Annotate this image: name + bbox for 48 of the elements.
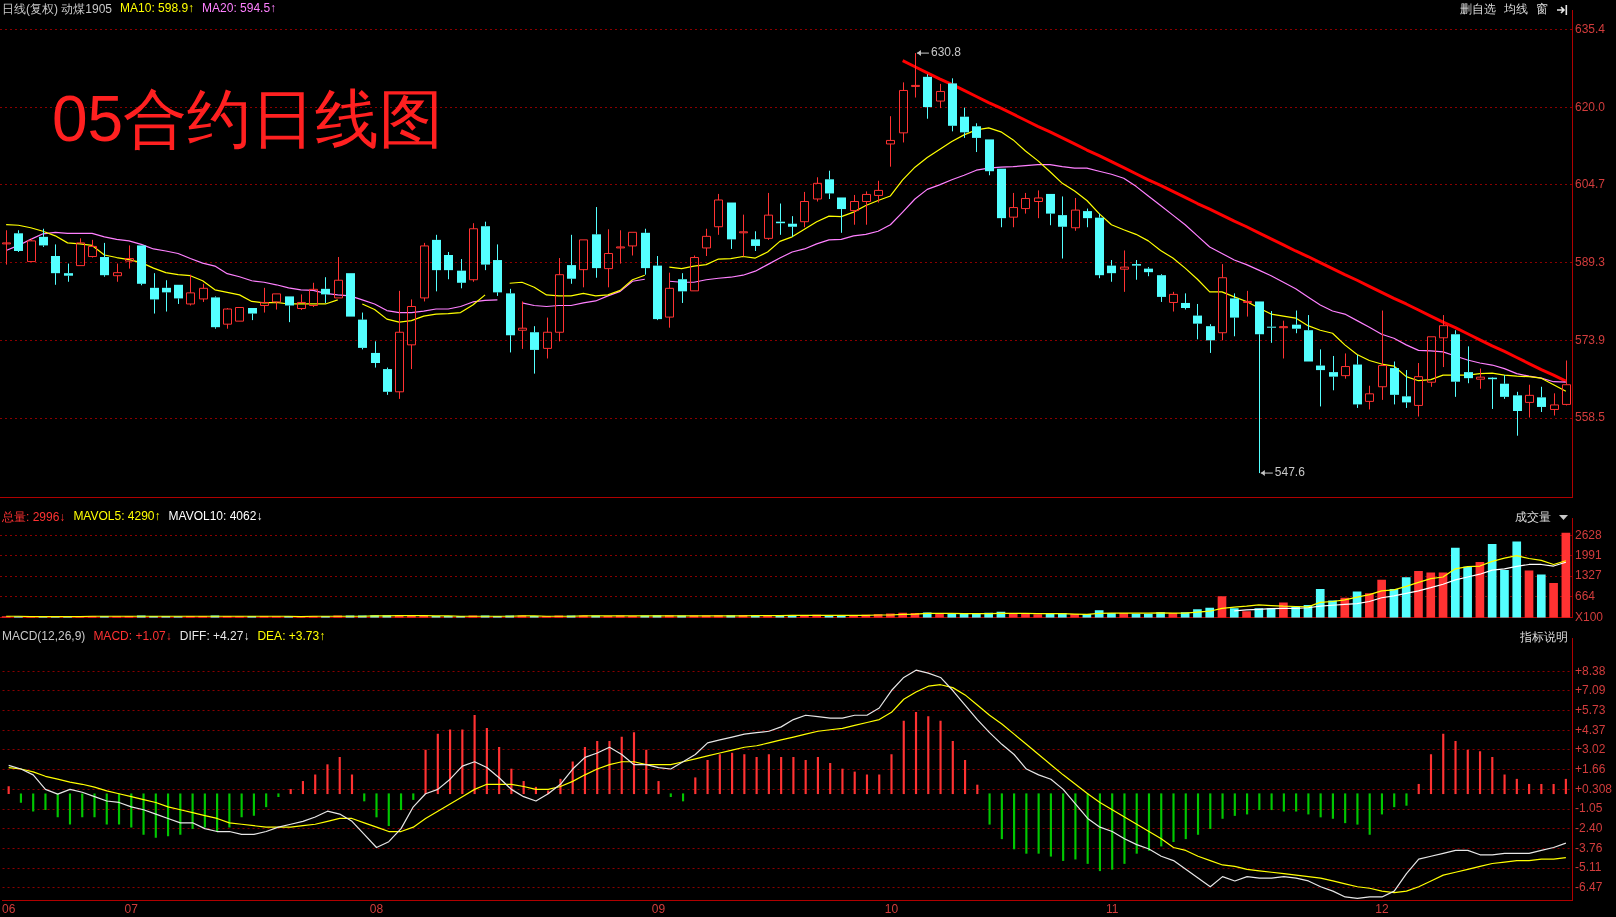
annotation: 547.6 [1274, 465, 1306, 480]
x-tick-label: 06 [1, 901, 16, 916]
y-tick-label: 1991 [1575, 547, 1603, 562]
y-tick-label: +4.37 [1575, 722, 1606, 737]
legend-title: MACD(12,26,9) [2, 629, 86, 643]
y-tick-label: 558.5 [1575, 410, 1606, 425]
annotation: 窗 [1536, 1, 1548, 18]
x-tick-label: 07 [124, 901, 139, 916]
legend-title: 日线(复权) 动煤1905 [2, 1, 113, 18]
x-tick-label: 12 [1375, 901, 1389, 916]
text: 总量: 2996↓ [2, 509, 66, 526]
annotation: 指标说明 [1520, 629, 1568, 646]
y-tick-label: 635.4 [1575, 22, 1606, 37]
y-tick-label: +3.02 [1575, 742, 1606, 757]
text: MACD: +1.07↓ [93, 629, 172, 643]
y-tick-label: -2.40 [1575, 820, 1603, 835]
y-tick-label: +5.73 [1575, 702, 1606, 717]
y-tick-label: +8.38 [1575, 664, 1606, 679]
annotation: 删自选 [1460, 1, 1496, 18]
text: DEA: +3.73↑ [257, 629, 326, 643]
y-tick-label: 604.7 [1575, 177, 1606, 192]
y-tick-label: +1.66 [1575, 761, 1606, 776]
y-tick-label: 620.0 [1575, 99, 1606, 114]
y-tick-label: -1.05 [1575, 801, 1603, 816]
x-tick-label: 10 [884, 901, 899, 916]
y-tick-label: X100 [1575, 610, 1604, 625]
x-tick-label: 08 [369, 901, 384, 916]
y-tick-label: 2628 [1575, 527, 1603, 542]
y-tick-label: +0.308 [1575, 781, 1613, 796]
y-tick-label: -5.11 [1575, 860, 1602, 875]
y-tick-label: -3.76 [1575, 840, 1603, 855]
annotation: 630.8 [930, 45, 962, 60]
text: MA20: 594.5↑ [202, 1, 277, 17]
x-tick-label: 11 [1105, 901, 1119, 916]
y-tick-label: +7.09 [1575, 682, 1606, 697]
y-tick-label: -6.47 [1575, 880, 1603, 895]
annotation: 均线 [1504, 1, 1528, 18]
y-tick-label: 589.3 [1575, 254, 1606, 269]
x-tick-label: 09 [651, 901, 666, 916]
y-tick-label: 573.9 [1575, 332, 1606, 347]
annotation: 成交量 [1515, 509, 1551, 526]
text: MA10: 598.9↑ [120, 1, 195, 17]
y-tick-label: 664 [1575, 589, 1596, 604]
y-tick-label: 1327 [1575, 568, 1603, 583]
text: 05合约日线图 [52, 82, 444, 157]
text: MAVOL10: 4062↓ [168, 509, 263, 525]
text: DIFF: +4.27↓ [179, 629, 250, 643]
text: MAVOL5: 4290↑ [73, 509, 161, 525]
